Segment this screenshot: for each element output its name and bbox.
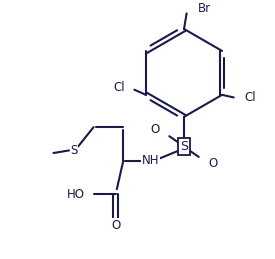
Text: O: O (208, 157, 217, 170)
Text: Cl: Cl (244, 91, 256, 104)
Text: Cl: Cl (114, 81, 125, 93)
Text: S: S (70, 144, 78, 157)
Text: Br: Br (198, 2, 211, 15)
Text: NH: NH (142, 154, 159, 167)
Text: O: O (111, 219, 120, 232)
Text: O: O (151, 123, 160, 136)
Text: S: S (180, 140, 188, 153)
Text: HO: HO (67, 188, 85, 201)
